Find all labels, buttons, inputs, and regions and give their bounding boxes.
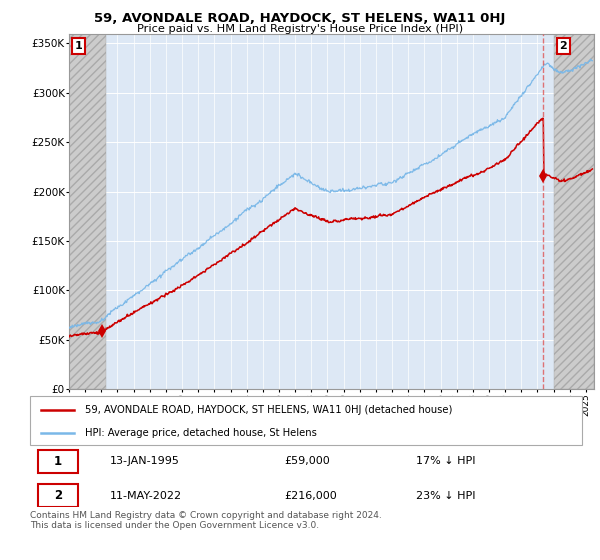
Text: 59, AVONDALE ROAD, HAYDOCK, ST HELENS, WA11 0HJ: 59, AVONDALE ROAD, HAYDOCK, ST HELENS, W… <box>94 12 506 25</box>
Text: 1: 1 <box>75 41 83 51</box>
FancyBboxPatch shape <box>30 396 582 445</box>
Text: Price paid vs. HM Land Registry's House Price Index (HPI): Price paid vs. HM Land Registry's House … <box>137 24 463 34</box>
Text: £216,000: £216,000 <box>284 491 337 501</box>
Text: HPI: Average price, detached house, St Helens: HPI: Average price, detached house, St H… <box>85 428 317 438</box>
Text: 1: 1 <box>54 455 62 468</box>
FancyBboxPatch shape <box>38 450 78 473</box>
Text: 23% ↓ HPI: 23% ↓ HPI <box>416 491 476 501</box>
Text: 59, AVONDALE ROAD, HAYDOCK, ST HELENS, WA11 0HJ (detached house): 59, AVONDALE ROAD, HAYDOCK, ST HELENS, W… <box>85 405 452 415</box>
Bar <box>554 34 594 389</box>
Text: 2: 2 <box>559 41 567 51</box>
FancyBboxPatch shape <box>38 484 78 507</box>
Text: £59,000: £59,000 <box>284 456 329 466</box>
Text: 17% ↓ HPI: 17% ↓ HPI <box>416 456 476 466</box>
Text: Contains HM Land Registry data © Crown copyright and database right 2024.
This d: Contains HM Land Registry data © Crown c… <box>30 511 382 530</box>
Text: 13-JAN-1995: 13-JAN-1995 <box>110 456 180 466</box>
Text: 11-MAY-2022: 11-MAY-2022 <box>110 491 182 501</box>
Bar <box>69 34 106 389</box>
Text: 2: 2 <box>54 489 62 502</box>
